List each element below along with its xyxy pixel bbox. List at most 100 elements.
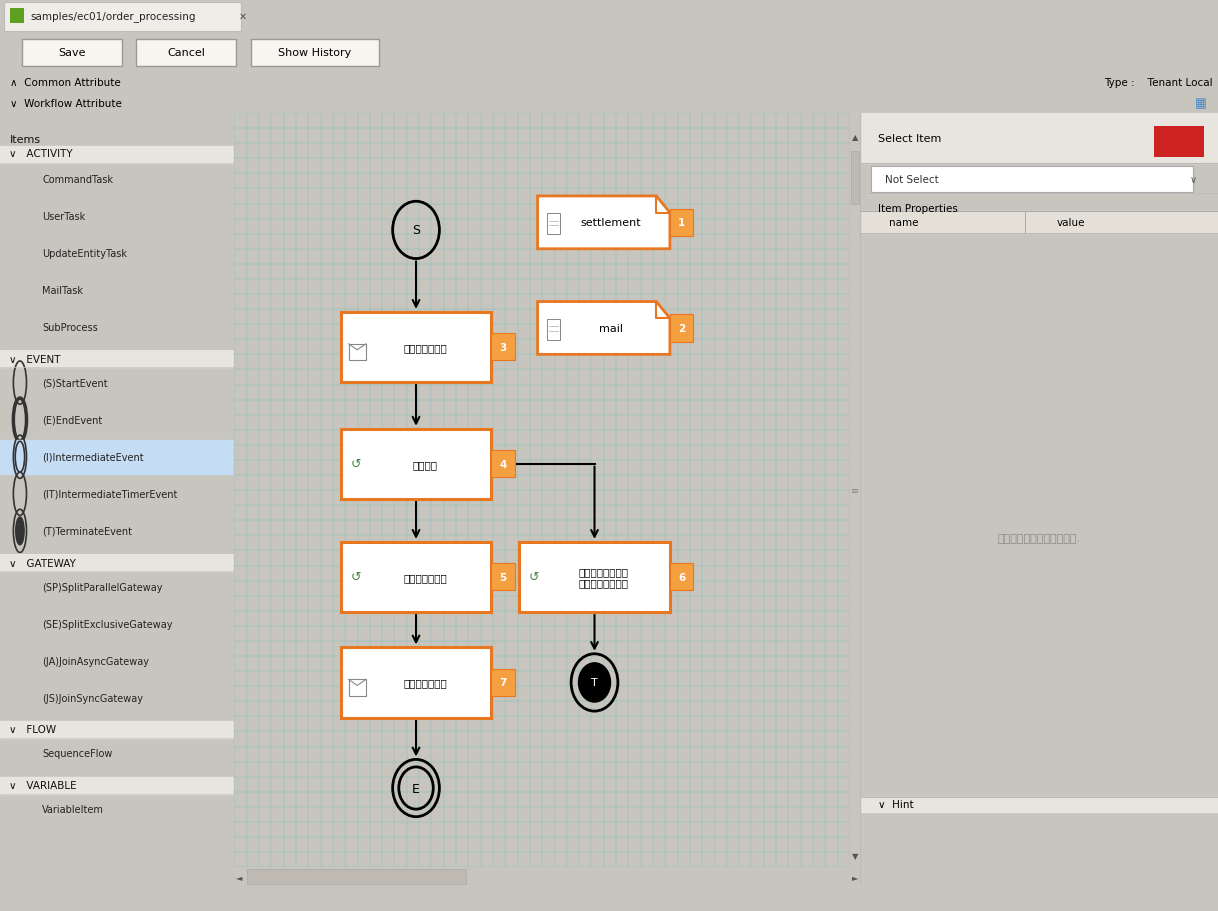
Bar bbox=[871, 167, 1192, 192]
Bar bbox=[491, 669, 515, 696]
Text: (JS)JoinSyncGateway: (JS)JoinSyncGateway bbox=[43, 693, 144, 703]
Bar bbox=[491, 564, 515, 590]
Text: 7: 7 bbox=[499, 678, 507, 688]
Text: 配送完了メール: 配送完了メール bbox=[403, 678, 447, 688]
Bar bbox=[10, 9, 24, 25]
Bar bbox=[1153, 127, 1203, 158]
Bar bbox=[547, 214, 560, 235]
Text: SubProcess: SubProcess bbox=[43, 322, 97, 333]
Text: ∨   ACTIVITY: ∨ ACTIVITY bbox=[10, 149, 73, 159]
Text: (I)IntermediateEvent: (I)IntermediateEvent bbox=[43, 452, 144, 462]
Bar bbox=[247, 869, 465, 884]
Bar bbox=[0, 440, 234, 475]
Text: 配送処理: 配送処理 bbox=[413, 459, 437, 469]
Text: Select Item: Select Item bbox=[878, 134, 942, 144]
Text: settlement: settlement bbox=[581, 218, 642, 228]
Bar bbox=[491, 333, 515, 361]
Text: UserTask: UserTask bbox=[43, 211, 85, 221]
Bar bbox=[851, 151, 859, 204]
Text: 表示する項目がありません.: 表示する項目がありません. bbox=[998, 533, 1080, 543]
Bar bbox=[670, 564, 693, 590]
Bar bbox=[341, 312, 491, 383]
Text: ステータス更新: ステータス更新 bbox=[403, 572, 447, 582]
Text: ✕: ✕ bbox=[239, 12, 247, 22]
Bar bbox=[348, 344, 365, 361]
Text: 6: 6 bbox=[678, 572, 686, 582]
Text: Not Select: Not Select bbox=[885, 175, 939, 185]
Text: T: T bbox=[591, 678, 598, 688]
Text: 注文完了メール: 注文完了メール bbox=[403, 343, 447, 353]
Text: UpdateEntityTask: UpdateEntityTask bbox=[43, 249, 127, 259]
Text: Type :    Tenant Local: Type : Tenant Local bbox=[1105, 77, 1213, 87]
Text: (E)EndEvent: (E)EndEvent bbox=[43, 415, 102, 425]
Text: ∨  Workflow Attribute: ∨ Workflow Attribute bbox=[10, 98, 122, 108]
Text: ◄: ◄ bbox=[236, 872, 242, 881]
Text: ステータス更新処
理（キャンセル）: ステータス更新処 理（キャンセル） bbox=[579, 567, 628, 588]
Text: Item Properties: Item Properties bbox=[878, 203, 957, 213]
Text: Items: Items bbox=[10, 135, 40, 145]
Text: ∨   EVENT: ∨ EVENT bbox=[10, 354, 61, 364]
Text: (T)TerminateEvent: (T)TerminateEvent bbox=[43, 527, 133, 537]
Bar bbox=[670, 210, 693, 237]
Bar bbox=[860, 797, 1218, 813]
Text: MailTask: MailTask bbox=[43, 285, 83, 295]
Text: ▼: ▼ bbox=[851, 851, 859, 860]
Text: Show History: Show History bbox=[278, 48, 352, 57]
Text: 4: 4 bbox=[499, 459, 507, 469]
Text: ►: ► bbox=[853, 872, 859, 881]
Text: (SE)SplitExclusiveGateway: (SE)SplitExclusiveGateway bbox=[43, 619, 173, 629]
Text: CommandTask: CommandTask bbox=[43, 175, 113, 184]
Bar bbox=[670, 315, 693, 343]
Text: mail: mail bbox=[599, 323, 624, 333]
Text: VariableItem: VariableItem bbox=[43, 804, 104, 814]
Bar bbox=[341, 429, 491, 499]
Text: ▲: ▲ bbox=[851, 133, 859, 142]
Text: E: E bbox=[412, 782, 420, 794]
Text: ↺: ↺ bbox=[351, 570, 362, 584]
Text: ∨   FLOW: ∨ FLOW bbox=[10, 724, 56, 734]
Text: (SP)SplitParallelGateway: (SP)SplitParallelGateway bbox=[43, 582, 163, 592]
Bar bbox=[348, 680, 365, 696]
FancyBboxPatch shape bbox=[4, 3, 241, 33]
FancyBboxPatch shape bbox=[251, 40, 379, 67]
Text: ↺: ↺ bbox=[351, 457, 362, 471]
Text: ∨   VARIABLE: ∨ VARIABLE bbox=[10, 780, 77, 790]
Text: name: name bbox=[889, 218, 918, 228]
Bar bbox=[860, 212, 1218, 233]
Circle shape bbox=[579, 663, 610, 702]
Text: ≡: ≡ bbox=[851, 486, 859, 496]
Bar bbox=[860, 114, 1218, 164]
Text: S: S bbox=[412, 224, 420, 237]
Bar bbox=[491, 451, 515, 477]
Text: ∨  Hint: ∨ Hint bbox=[878, 800, 914, 810]
FancyBboxPatch shape bbox=[22, 40, 122, 67]
Text: value: value bbox=[1057, 218, 1085, 228]
Text: (S)StartEvent: (S)StartEvent bbox=[43, 378, 108, 388]
Text: ∨   GATEWAY: ∨ GATEWAY bbox=[10, 558, 77, 568]
Text: ↺: ↺ bbox=[530, 570, 540, 584]
Text: (IT)IntermediateTimerEvent: (IT)IntermediateTimerEvent bbox=[43, 489, 178, 499]
Text: ∨: ∨ bbox=[1189, 175, 1196, 185]
Text: Cancel: Cancel bbox=[167, 48, 206, 57]
Bar bbox=[0, 555, 234, 571]
Text: ▦: ▦ bbox=[1195, 97, 1207, 110]
Bar bbox=[341, 542, 491, 612]
Text: 2: 2 bbox=[678, 323, 686, 333]
Bar bbox=[0, 147, 234, 164]
Polygon shape bbox=[537, 302, 670, 355]
Text: samples/ec01/order_processing: samples/ec01/order_processing bbox=[30, 12, 196, 22]
FancyBboxPatch shape bbox=[136, 40, 236, 67]
Bar bbox=[0, 351, 234, 368]
Bar bbox=[0, 777, 234, 793]
Text: 5: 5 bbox=[499, 572, 507, 582]
Text: SequenceFlow: SequenceFlow bbox=[43, 749, 112, 759]
Text: 3: 3 bbox=[499, 343, 507, 353]
Bar bbox=[547, 320, 560, 341]
Text: 1: 1 bbox=[678, 218, 686, 228]
Circle shape bbox=[16, 517, 24, 545]
Text: Save: Save bbox=[58, 48, 85, 57]
Bar bbox=[0, 722, 234, 738]
Bar bbox=[341, 648, 491, 718]
Text: (JA)JoinAsyncGateway: (JA)JoinAsyncGateway bbox=[43, 656, 149, 666]
Bar bbox=[519, 542, 670, 612]
